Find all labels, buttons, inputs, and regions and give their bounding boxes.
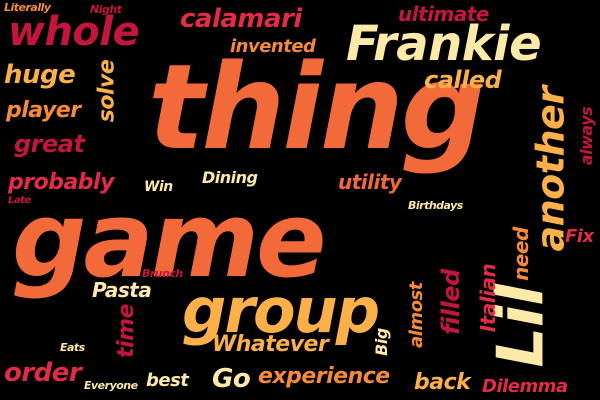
word-almost: almost	[405, 282, 427, 348]
word-night: Night	[90, 3, 122, 16]
word-brunch: Brunch	[142, 267, 183, 280]
word-solve: solve	[94, 59, 120, 123]
word-whatever: Whatever	[212, 332, 329, 357]
word-eats: Eats	[60, 341, 85, 354]
word-another: another	[528, 86, 573, 252]
word-probably: probably	[8, 170, 114, 195]
word-big: Big	[371, 328, 391, 356]
word-filled: filled	[436, 269, 465, 335]
word-need: need	[508, 227, 533, 281]
word-great: great	[14, 130, 85, 158]
word-best: best	[146, 370, 189, 391]
word-win: Win	[144, 179, 173, 195]
word-invented: invented	[230, 36, 316, 57]
word-player: player	[6, 98, 81, 123]
word-back: back	[414, 370, 471, 395]
word-ultimate: ultimate	[398, 2, 489, 26]
word-always: always	[577, 106, 597, 166]
word-group: group	[182, 274, 380, 347]
word-experience: experience	[258, 364, 390, 389]
word-time: time	[113, 304, 139, 358]
word-game: game	[12, 179, 327, 301]
word-fix: Fix	[565, 226, 594, 247]
word-dilemma: Dilemma	[482, 376, 568, 397]
word-calamari: calamari	[180, 4, 302, 34]
word-dining: Dining	[202, 168, 258, 187]
word-literally: Literally	[4, 1, 51, 14]
word-go: Go	[212, 364, 251, 394]
word-everyone: Everyone	[84, 379, 138, 392]
word-whole: whole	[8, 9, 140, 55]
word-frankie: Frankie	[346, 16, 542, 72]
word-called: called	[424, 66, 502, 94]
word-thing: thing	[148, 38, 485, 176]
word-huge: huge	[4, 60, 76, 90]
word-order: order	[4, 358, 82, 388]
word-birthdays: Birthdays	[408, 199, 463, 212]
word-italian: Italian	[476, 263, 501, 333]
word-utility: utility	[338, 170, 402, 194]
word-pasta: Pasta	[92, 278, 152, 302]
word-late: Late	[8, 195, 31, 206]
